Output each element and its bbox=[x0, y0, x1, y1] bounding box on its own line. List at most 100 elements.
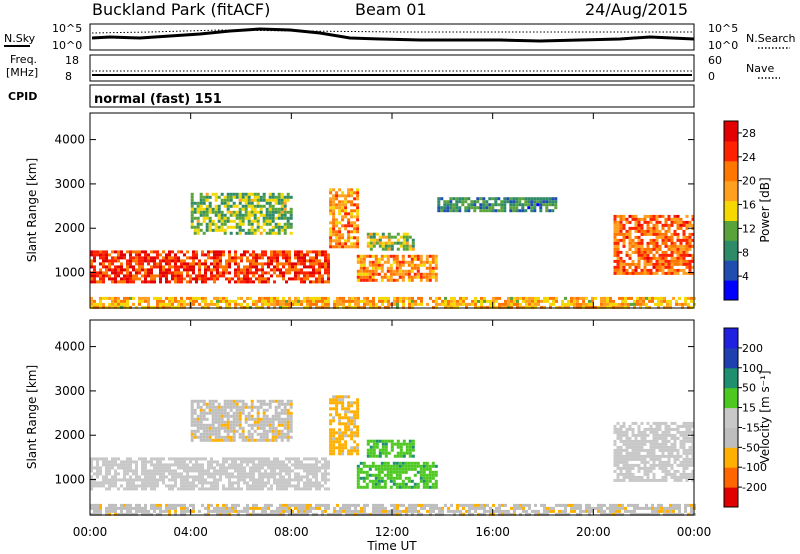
velocity-cell bbox=[631, 427, 635, 431]
velocity-cell bbox=[241, 435, 245, 439]
velocity-cell bbox=[350, 401, 354, 405]
velocity-cell bbox=[207, 487, 210, 491]
velocity-cell bbox=[186, 481, 189, 485]
power-cell bbox=[378, 241, 382, 245]
velocity-cell bbox=[180, 506, 183, 510]
power-cell bbox=[411, 247, 415, 251]
velocity-cell bbox=[282, 469, 285, 473]
velocity-cell bbox=[625, 472, 629, 476]
velocity-cell bbox=[381, 442, 385, 446]
power-cell bbox=[318, 274, 321, 278]
velocity-cell bbox=[265, 435, 269, 439]
velocity-cell bbox=[327, 460, 330, 464]
velocity-cell bbox=[356, 413, 360, 417]
velocity-cell bbox=[192, 463, 195, 467]
power-cell bbox=[365, 269, 369, 273]
velocity-cell bbox=[378, 503, 381, 507]
power-cell bbox=[111, 256, 114, 260]
velocity-cell bbox=[540, 503, 543, 507]
power-cell bbox=[283, 204, 287, 208]
velocity-cell bbox=[646, 451, 650, 455]
power-cell bbox=[229, 195, 233, 199]
velocity-cell bbox=[489, 509, 492, 513]
power-cell bbox=[631, 250, 635, 254]
power-cell bbox=[527, 203, 531, 207]
velocity-cell bbox=[105, 460, 108, 464]
power-cell bbox=[267, 299, 270, 303]
power-cell bbox=[359, 254, 363, 258]
velocity-cell bbox=[646, 433, 650, 437]
power-cell bbox=[476, 197, 480, 201]
velocity-cell bbox=[356, 449, 360, 453]
velocity-cell bbox=[135, 503, 138, 507]
power-cell bbox=[395, 266, 399, 270]
power-cell bbox=[111, 262, 114, 266]
velocity-cell bbox=[114, 481, 117, 485]
velocity-cell bbox=[405, 506, 408, 510]
velocity-cell bbox=[416, 464, 420, 468]
velocity-cell bbox=[501, 509, 504, 513]
power-cell bbox=[120, 262, 123, 266]
power-cell bbox=[491, 206, 495, 210]
velocity-cell bbox=[262, 420, 266, 424]
power-cell bbox=[548, 203, 552, 207]
velocity-cell bbox=[159, 463, 162, 467]
power-cell bbox=[374, 266, 378, 270]
velocity-cell bbox=[363, 512, 366, 516]
power-cell bbox=[392, 257, 396, 261]
power-cell bbox=[353, 221, 357, 225]
velocity-cell bbox=[277, 411, 281, 415]
power-cell bbox=[126, 259, 129, 263]
velocity-cell bbox=[93, 481, 96, 485]
velocity-cell bbox=[682, 445, 686, 449]
power-cell bbox=[129, 280, 132, 284]
power-cell bbox=[201, 296, 204, 300]
power-cell bbox=[280, 228, 284, 232]
velocity-cell bbox=[222, 460, 225, 464]
power-cell bbox=[205, 216, 209, 220]
velocity-cell bbox=[285, 469, 288, 473]
velocity-cell bbox=[210, 466, 213, 470]
velocity-cell bbox=[235, 420, 239, 424]
power-cell bbox=[380, 266, 384, 270]
velocity-cell bbox=[634, 454, 638, 458]
velocity-cell bbox=[277, 405, 281, 409]
velocity-cell bbox=[329, 437, 333, 441]
velocity-cell bbox=[90, 466, 93, 470]
power-cell bbox=[512, 209, 516, 213]
power-cell bbox=[670, 262, 674, 266]
velocity-cell bbox=[510, 506, 513, 510]
velocity-cell bbox=[546, 509, 549, 513]
velocity-cell bbox=[628, 454, 632, 458]
velocity-cell bbox=[347, 425, 351, 429]
velocity-cell bbox=[267, 475, 270, 479]
power-cell bbox=[144, 250, 147, 254]
power-cell bbox=[241, 219, 245, 223]
power-cell bbox=[192, 277, 195, 281]
power-cell bbox=[411, 299, 414, 303]
velocity-cell bbox=[573, 509, 576, 513]
power-cell bbox=[252, 259, 255, 263]
velocity-cell bbox=[306, 472, 309, 476]
power-cell bbox=[214, 210, 218, 214]
velocity-cell bbox=[294, 512, 297, 516]
velocity-cell bbox=[250, 426, 254, 430]
velocity-cell bbox=[135, 469, 138, 473]
power-cell bbox=[341, 224, 345, 228]
power-cell bbox=[300, 268, 303, 272]
velocity-cell bbox=[309, 506, 312, 510]
velocity-cell bbox=[247, 435, 251, 439]
power-cell bbox=[341, 206, 345, 210]
velocity-cell bbox=[312, 481, 315, 485]
power-cell bbox=[235, 192, 239, 196]
power-cell bbox=[210, 250, 213, 254]
power-cell bbox=[640, 253, 644, 257]
velocity-cell bbox=[216, 469, 219, 473]
power-cell bbox=[452, 209, 456, 213]
power-cell bbox=[658, 259, 662, 263]
power-cell bbox=[246, 302, 249, 306]
power-cell bbox=[96, 253, 99, 257]
velocity-cell bbox=[420, 506, 423, 510]
power-cell bbox=[350, 212, 354, 216]
velocity-cell bbox=[135, 487, 138, 491]
